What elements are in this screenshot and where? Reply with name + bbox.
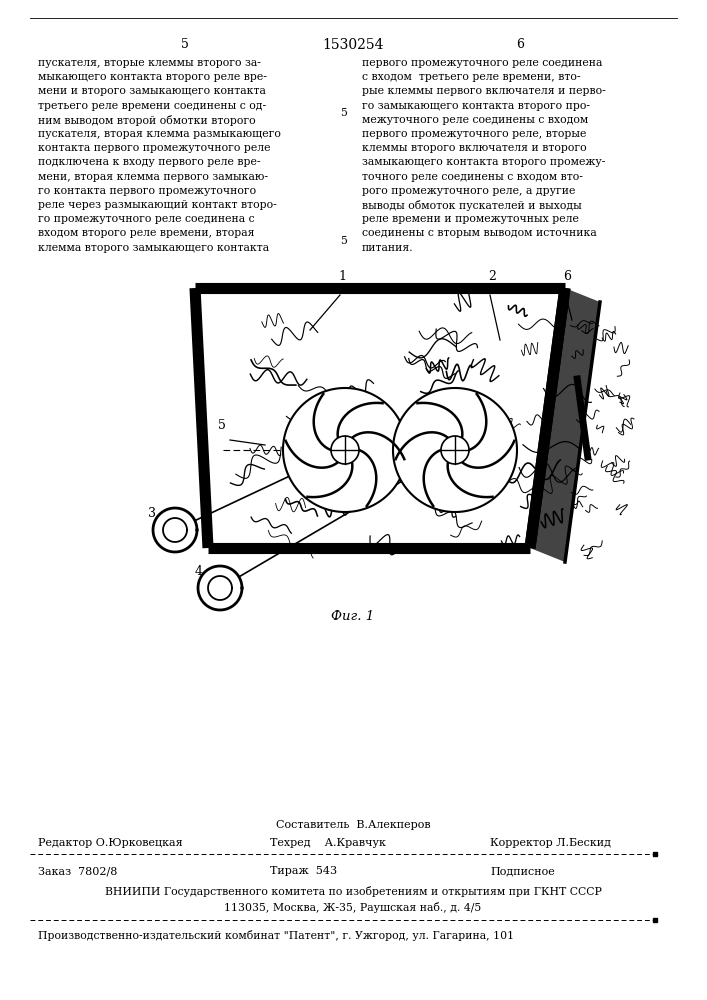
Text: Составитель  В.Алекперов: Составитель В.Алекперов [276, 820, 431, 830]
Text: 1: 1 [338, 270, 346, 283]
Text: Редактор О.Юрковецкая: Редактор О.Юрковецкая [38, 838, 182, 848]
Polygon shape [153, 508, 197, 552]
Polygon shape [208, 576, 232, 600]
Text: го замыкающего контакта второго про-: го замыкающего контакта второго про- [362, 101, 590, 111]
Text: входом второго реле времени, вторая: входом второго реле времени, вторая [38, 228, 255, 238]
Text: рые клеммы первого включателя и перво-: рые клеммы первого включателя и перво- [362, 86, 606, 96]
Text: контакта первого промежуточного реле: контакта первого промежуточного реле [38, 143, 271, 153]
Text: реле через размыкающий контакт второ-: реле через размыкающий контакт второ- [38, 200, 276, 210]
Text: замыкающего контакта второго промежу-: замыкающего контакта второго промежу- [362, 157, 605, 167]
Text: клемма второго замыкающего контакта: клемма второго замыкающего контакта [38, 243, 269, 253]
Text: первого промежуточного реле, вторые: первого промежуточного реле, вторые [362, 129, 586, 139]
Polygon shape [530, 288, 600, 562]
Polygon shape [393, 388, 517, 512]
Text: 5: 5 [341, 235, 347, 245]
Text: Производственно-издательский комбинат "Патент", г. Ужгород, ул. Гагарина, 101: Производственно-издательский комбинат "П… [38, 930, 514, 941]
Text: реле времени и промежуточных реле: реле времени и промежуточных реле [362, 214, 579, 224]
Text: пускателя, вторая клемма размыкающего: пускателя, вторая клемма размыкающего [38, 129, 281, 139]
Text: точного реле соединены с входом вто-: точного реле соединены с входом вто- [362, 172, 583, 182]
Polygon shape [283, 388, 407, 512]
Text: Корректор Л.Бескид: Корректор Л.Бескид [490, 838, 611, 848]
Text: пускателя, вторые клеммы второго за-: пускателя, вторые клеммы второго за- [38, 58, 261, 68]
Text: межуточного реле соединены с входом: межуточного реле соединены с входом [362, 115, 588, 125]
Text: 113035, Москва, Ж-35, Раушская наб., д. 4/5: 113035, Москва, Ж-35, Раушская наб., д. … [224, 902, 481, 913]
Polygon shape [198, 566, 242, 610]
Text: 3: 3 [148, 507, 156, 520]
Text: ВНИИПИ Государственного комитета по изобретениям и открытиям при ГКНТ СССР: ВНИИПИ Государственного комитета по изоб… [105, 886, 602, 897]
Polygon shape [331, 436, 359, 464]
Text: выводы обмоток пускателей и выходы: выводы обмоток пускателей и выходы [362, 200, 582, 211]
Text: питания.: питания. [362, 243, 414, 253]
Text: 1530254: 1530254 [322, 38, 384, 52]
Text: Тираж  543: Тираж 543 [270, 866, 337, 876]
Text: третьего реле времени соединены с од-: третьего реле времени соединены с од- [38, 101, 266, 111]
Text: Техред    А.Кравчук: Техред А.Кравчук [270, 838, 386, 848]
Polygon shape [441, 436, 469, 464]
Text: 6: 6 [516, 38, 524, 51]
Text: го контакта первого промежуточного: го контакта первого промежуточного [38, 186, 256, 196]
Text: Фиг. 1: Фиг. 1 [332, 610, 375, 623]
Text: клеммы второго включателя и второго: клеммы второго включателя и второго [362, 143, 587, 153]
Text: мени, вторая клемма первого замыкаю-: мени, вторая клемма первого замыкаю- [38, 172, 268, 182]
Text: 5: 5 [341, 108, 347, 118]
Text: рого промежуточного реле, а другие: рого промежуточного реле, а другие [362, 186, 575, 196]
Text: 2: 2 [488, 270, 496, 283]
Text: с входом  третьего реле времени, вто-: с входом третьего реле времени, вто- [362, 72, 580, 82]
Text: мени и второго замыкающего контакта: мени и второго замыкающего контакта [38, 86, 266, 96]
Text: Подписное: Подписное [490, 866, 555, 876]
Text: го промежуточного реле соединена с: го промежуточного реле соединена с [38, 214, 255, 224]
Polygon shape [195, 288, 565, 548]
Polygon shape [163, 518, 187, 542]
Text: первого промежуточного реле соединена: первого промежуточного реле соединена [362, 58, 602, 68]
Text: Заказ  7802/8: Заказ 7802/8 [38, 866, 117, 876]
Text: ним выводом второй обмотки второго: ним выводом второй обмотки второго [38, 115, 256, 126]
Text: мыкающего контакта второго реле вре-: мыкающего контакта второго реле вре- [38, 72, 267, 82]
Text: 4: 4 [195, 565, 203, 578]
Text: 6: 6 [563, 270, 571, 283]
Text: 5: 5 [181, 38, 189, 51]
Text: подключена к входу первого реле вре-: подключена к входу первого реле вре- [38, 157, 260, 167]
Text: соединены с вторым выводом источника: соединены с вторым выводом источника [362, 228, 597, 238]
Text: 5: 5 [218, 419, 226, 432]
